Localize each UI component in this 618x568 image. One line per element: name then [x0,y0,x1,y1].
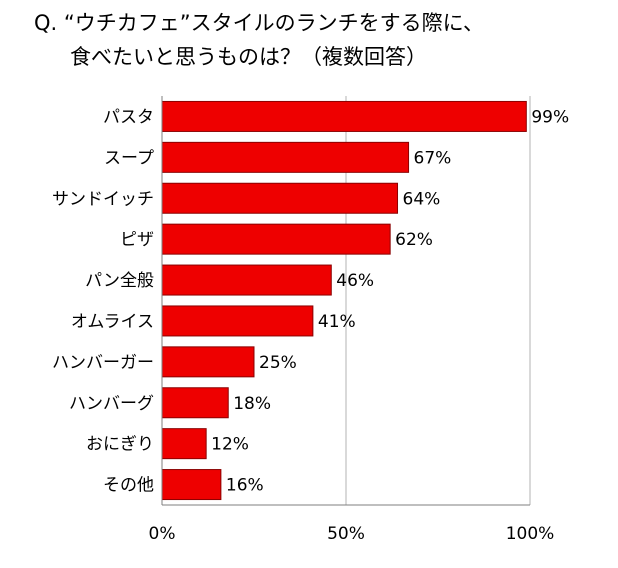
data-label: 25% [259,353,297,373]
x-tick-label: 0% [149,524,176,544]
category-label: ハンバーガー [52,353,154,373]
data-label: 18% [233,394,271,414]
bar-2 [161,141,410,173]
bar-5 [161,264,332,296]
data-label: 67% [414,148,452,168]
category-label: パン全般 [85,271,154,291]
bar-8 [161,387,229,419]
data-label: 62% [395,230,433,250]
category-label: スープ [104,148,154,168]
axes [161,96,530,506]
data-label: 46% [336,271,374,291]
title-line-1: Q. “ウチカフェ”スタイルのランチをする際に、 [34,11,485,35]
bar-1 [161,100,527,132]
category-label: ハンバーグ [69,394,154,414]
data-label: 41% [318,312,356,332]
category-label: その他 [103,476,154,496]
bar-10 [161,469,222,501]
data-label: 12% [211,435,249,455]
bars [161,100,527,501]
data-label: 99% [531,107,569,127]
category-label: パスタ [103,107,154,127]
data-label: 64% [403,189,441,209]
labels: パスタ 99% スープ 67% サンドイッチ 64% ピザ 62% パン全般 46% オムライス 41… [52,107,569,544]
category-label: オムライス [71,312,154,332]
bar-6 [161,305,314,337]
category-label: サンドイッチ [52,189,154,209]
bar-3 [161,182,399,214]
bar-4 [161,223,391,255]
data-label: 16% [226,476,264,496]
bar-7 [161,346,255,378]
category-label: おにぎり [86,435,154,455]
x-tick-label: 50% [327,524,365,544]
chart-title: Q. “ウチカフェ”スタイルのランチをする際に、 食べたいと思うものは？（複数回… [34,6,484,74]
title-line-2: 食べたいと思うものは？（複数回答） [70,45,427,69]
x-tick-label: 100% [506,524,555,544]
bar-9 [161,428,207,460]
category-label: ピザ [120,230,154,250]
